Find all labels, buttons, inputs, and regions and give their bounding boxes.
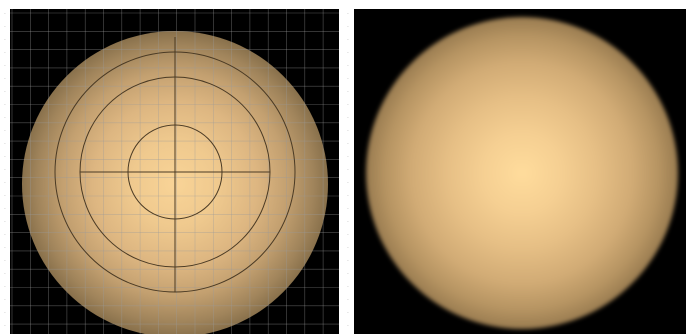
ruler-tick: · [3,141,7,146]
ruler-tick: · [346,102,350,107]
ruler-tick: · [346,50,350,55]
ruler-tick: · [3,128,7,133]
ruler-tick: · [3,154,7,159]
ruler-tick: · [3,232,7,237]
ruler-tick: · [346,193,350,198]
ruler-tick: · [3,102,7,107]
ruler-tick: · [346,323,350,328]
ruler-tick: · [346,37,350,42]
ruler-tick: · [3,76,7,81]
right-ruler: · · · · · · · · · · · · · · · · · · · · · · · · · [344,9,352,334]
ruler-tick: · [346,141,350,146]
ruler-tick: · [346,115,350,120]
ruler-tick: · [346,180,350,185]
ruler-tick: · [346,271,350,276]
ruler-tick: · [346,167,350,172]
ruler-tick: · [3,37,7,42]
ruler-tick: · [3,245,7,250]
ruler-tick: · [346,63,350,68]
ruler-tick: · [346,284,350,289]
ruler-tick: · [3,323,7,328]
ruler-tick: · [3,24,7,29]
ruler-tick: · [3,63,7,68]
light-glow-right [366,17,678,329]
ruler-tick: · [346,154,350,159]
grid-overlay [10,9,339,334]
left-viewport[interactable] [10,9,339,334]
ruler-tick: · [3,206,7,211]
ruler-tick: · [3,115,7,120]
ruler-tick: · [3,180,7,185]
ruler-tick: · [346,245,350,250]
ruler-tick: · [346,24,350,29]
ruler-tick: · [346,219,350,224]
ruler-tick: · [3,89,7,94]
ruler-tick: · [3,271,7,276]
ruler-tick: · [346,310,350,315]
ruler-tick: · [346,11,350,16]
left-ruler: · · · · · · · · · · · · · · · · · · · · · · · · · [1,9,9,334]
ruler-tick: · [346,232,350,237]
ruler-tick: · [346,297,350,302]
ruler-tick: · [346,128,350,133]
ruler-tick: · [346,206,350,211]
ruler-tick: · [3,50,7,55]
ruler-tick: · [346,258,350,263]
ruler-tick: · [346,76,350,81]
ruler-tick: · [3,11,7,16]
right-viewport[interactable] [354,9,686,334]
ruler-tick: · [3,297,7,302]
ruler-tick: · [3,258,7,263]
ruler-tick: · [3,284,7,289]
ruler-tick: · [3,310,7,315]
ruler-tick: · [3,219,7,224]
ruler-tick: · [3,167,7,172]
ruler-tick: · [3,193,7,198]
ruler-tick: · [346,89,350,94]
